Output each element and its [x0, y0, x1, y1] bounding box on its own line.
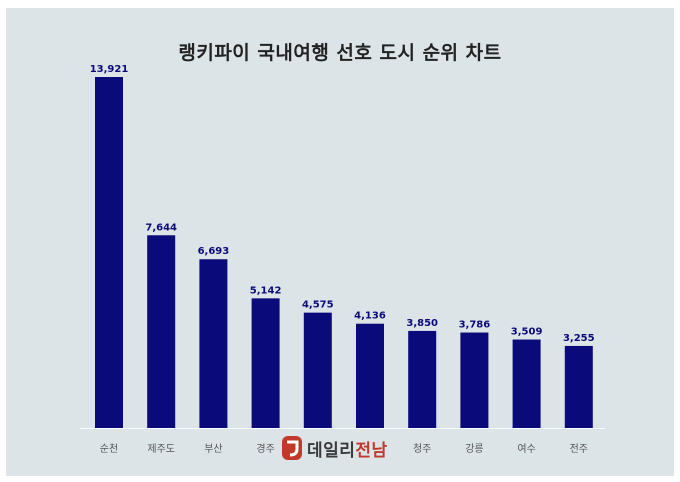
data-label-6: 3,850	[406, 318, 438, 329]
category-label-7: 강릉	[465, 443, 483, 455]
watermark-text: 데일리전남	[307, 436, 388, 461]
data-label-1: 7,644	[145, 222, 177, 233]
data-label-2: 6,693	[198, 246, 230, 257]
bar-8	[512, 339, 541, 428]
category-label-1: 제주도	[147, 443, 175, 455]
category-label-0: 순천	[100, 443, 118, 455]
bar-0	[95, 77, 123, 428]
daily-jeonnam-logo-icon	[282, 436, 302, 460]
watermark-accent: 전남	[355, 440, 388, 461]
category-label-2: 부산	[204, 443, 222, 455]
category-label-6: 청주	[413, 443, 431, 455]
data-label-7: 3,786	[459, 320, 491, 331]
data-label-3: 5,142	[250, 285, 282, 296]
bar-1	[147, 235, 176, 428]
data-label-5: 4,136	[354, 311, 386, 322]
bar-9	[564, 345, 593, 428]
category-label-3: 경주	[256, 442, 274, 455]
bar-5	[356, 323, 384, 428]
bar-6	[408, 330, 437, 428]
data-label-9: 3,255	[563, 333, 595, 344]
bar-4	[303, 312, 332, 428]
category-label-9: 전주	[570, 443, 588, 455]
data-label-0: 13,921	[90, 64, 129, 75]
watermark: 데일리전남	[281, 433, 388, 463]
chart-title: 랭키파이 국내여행 선호 도시 순위 차트	[178, 42, 502, 64]
data-label-8: 3,509	[511, 327, 543, 338]
bar-7	[460, 332, 489, 428]
bar-3	[251, 298, 280, 428]
category-label-8: 여수	[517, 443, 535, 455]
bar-2	[199, 259, 228, 428]
data-label-4: 4,575	[302, 300, 334, 311]
watermark-name: 데일리	[307, 440, 356, 461]
